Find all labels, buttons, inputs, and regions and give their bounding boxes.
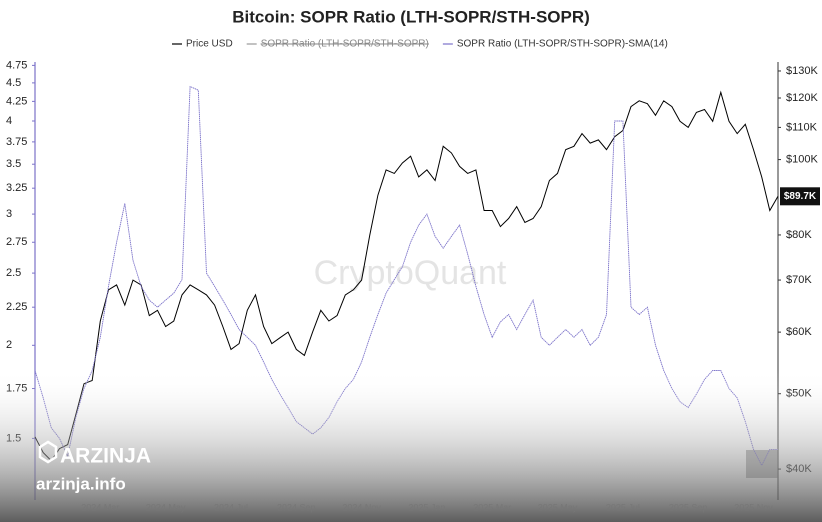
series-line: [34, 90, 779, 462]
y-tick-label: 2.75: [6, 236, 27, 248]
y2-tick-label: $130K: [786, 65, 818, 77]
last-value-badge: [780, 187, 820, 206]
y-tick-label: 4: [6, 115, 12, 127]
y2-tick-label: $120K: [786, 92, 818, 104]
y-tick-label: 3.75: [6, 136, 27, 148]
y-tick-label: 4.75: [6, 59, 27, 71]
x-tick-label: 2025 Mar: [473, 502, 511, 512]
x-tick-label: 2025 Sep: [669, 502, 708, 512]
x-tick-label: 2025 Nov: [734, 502, 773, 512]
y2-tick-label: $80K: [786, 229, 812, 241]
brand-url: arzinja.info: [36, 474, 126, 493]
brand-name: ARZINJA: [60, 445, 151, 468]
chart-title: Bitcoin: SOPR Ratio (LTH-SOPR/STH-SOPR): [232, 7, 590, 26]
y2-tick-label: $60K: [786, 326, 812, 338]
legend-label: SOPR Ratio (LTH-SOPR/STH-SOPR)-SMA(14): [457, 39, 668, 50]
watermark: CryptoQuant: [314, 254, 507, 292]
y2-tick-label: $100K: [786, 153, 818, 165]
x-tick-label: 2024 Mar: [81, 502, 119, 512]
y-tick-label: 4.5: [6, 77, 21, 89]
legend-label: Price USD: [186, 39, 233, 50]
x-tick-label: 2025 May: [538, 502, 578, 512]
last-value-label: $89.7K: [784, 191, 817, 202]
brand-logo: [38, 440, 58, 464]
y2-tick-label: $110K: [786, 121, 818, 133]
y-tick-label: 3.5: [6, 158, 21, 170]
x-tick-label: 2025 Jan: [408, 502, 445, 512]
y-tick-label: 3: [6, 208, 12, 220]
x-axis: 2024 Mar 2024 May 2024 Jul 2024 Sep 2024 Nov…: [81, 502, 773, 512]
y2-tick-label: $70K: [786, 274, 812, 286]
x-tick-label: 2024 Nov: [342, 502, 381, 512]
y-tick-label: 2: [6, 339, 12, 351]
x-tick-label: 2024 Sep: [277, 502, 316, 512]
x-tick-label: 2024 Jul: [214, 502, 248, 512]
y-tick-label: 2.25: [6, 301, 27, 313]
y-tick-label: 3.25: [6, 182, 27, 194]
x-tick-label: 2025 Jul: [606, 502, 640, 512]
series-line: [34, 85, 778, 467]
y-tick-label: 2.5: [6, 267, 21, 279]
x-tick-label: 2024 May: [146, 502, 186, 512]
bottom-fade: [0, 370, 822, 522]
y-tick-label: 4.25: [6, 95, 27, 107]
